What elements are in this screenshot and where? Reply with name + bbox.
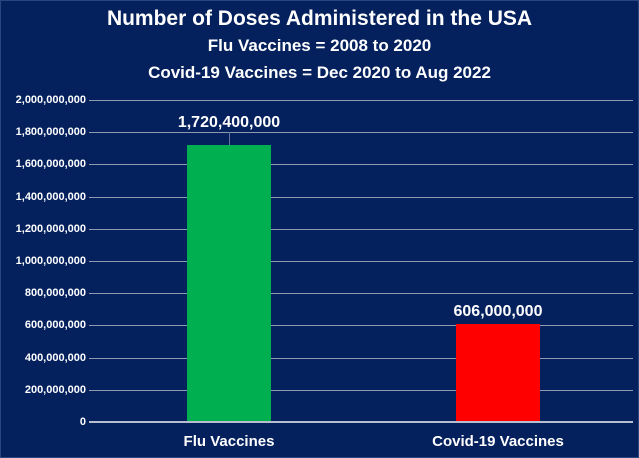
bar-covid-19-vaccines <box>456 324 540 422</box>
y-axis-tick-label: 1,000,000,000 <box>15 255 86 267</box>
chart-subtitle-flu: Flu Vaccines = 2008 to 2020 <box>207 36 432 55</box>
x-axis-category-label: Flu Vaccines <box>183 433 275 450</box>
y-axis-tick-label: 1,200,000,000 <box>15 223 86 235</box>
y-axis-tick-label: 1,800,000,000 <box>15 126 86 138</box>
y-axis-tick-label: 2,000,000,000 <box>15 94 86 106</box>
data-label-leader-line <box>229 132 230 145</box>
bar-value-label: 1,720,400,000 <box>177 114 281 131</box>
y-gridline <box>89 100 633 101</box>
y-gridline <box>89 293 633 294</box>
y-axis-tick-label: 400,000,000 <box>24 352 86 364</box>
y-gridline <box>89 358 633 359</box>
y-axis-tick-label: 1,400,000,000 <box>15 191 86 203</box>
x-axis-line <box>89 421 633 423</box>
y-axis-tick-label: 200,000,000 <box>24 384 86 396</box>
bar-flu-vaccines <box>187 145 271 422</box>
y-axis-tick-label: 600,000,000 <box>24 319 86 331</box>
y-axis-tick-label: 800,000,000 <box>24 287 86 299</box>
y-gridline <box>89 197 633 198</box>
y-gridline <box>89 325 633 326</box>
x-axis-category-label: Covid-19 Vaccines <box>432 433 564 450</box>
bar-value-label: 606,000,000 <box>453 303 543 320</box>
y-gridline <box>89 164 633 165</box>
chart-title: Number of Doses Administered in the USA <box>106 7 533 30</box>
chart-subtitle-covid: Covid-19 Vaccines = Dec 2020 to Aug 2022 <box>148 63 491 82</box>
y-gridline <box>89 229 633 230</box>
y-gridline <box>89 261 633 262</box>
y-axis-tick-label: 1,600,000,000 <box>15 158 86 170</box>
y-gridline <box>89 132 633 133</box>
y-axis-tick-label: 0 <box>79 416 86 428</box>
y-gridline <box>89 390 633 391</box>
